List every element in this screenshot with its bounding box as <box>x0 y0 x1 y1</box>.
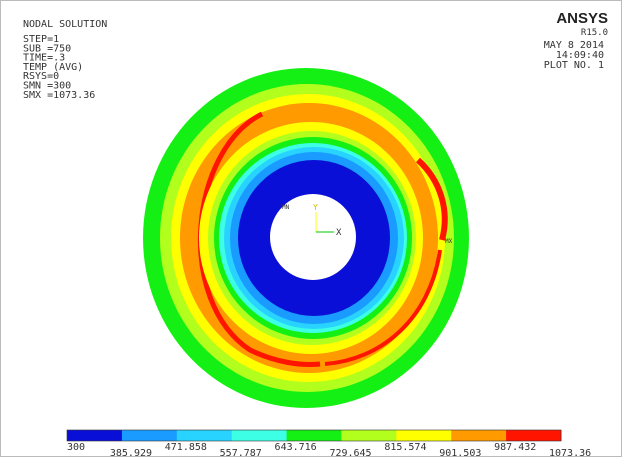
info-title: NODAL SOLUTION <box>23 19 107 30</box>
brand-name: ANSYS <box>556 10 608 27</box>
max-marker: MX <box>445 238 453 245</box>
min-marker: MN <box>282 204 290 211</box>
legend-label: 987.432 <box>494 442 536 453</box>
legend-border <box>66 429 562 442</box>
legend-swatch <box>231 430 288 441</box>
legend-label: 557.787 <box>220 448 262 457</box>
plot-number: PLOT NO. 1 <box>544 60 604 71</box>
hot-arc <box>324 249 442 366</box>
brand-version: R15.0 <box>581 28 608 38</box>
triad-x-label: X <box>336 228 342 238</box>
hot-arc <box>415 157 448 241</box>
info-line: TEMP (AVG) <box>23 62 83 73</box>
triad-y-label: Y <box>313 203 318 212</box>
legend-swatch <box>506 430 562 441</box>
legend-label: 300 <box>67 442 85 453</box>
contour <box>143 68 469 408</box>
legend-label: 471.858 <box>165 442 207 453</box>
date: MAY 8 2014 <box>544 40 604 51</box>
info-line: TIME=.3 <box>23 53 65 64</box>
legend-label: 1073.36 <box>549 448 591 457</box>
legend-swatch <box>67 430 123 441</box>
legend-label: 729.645 <box>329 448 371 457</box>
hole <box>270 194 356 280</box>
legend-swatch <box>396 430 452 441</box>
legend-swatch <box>121 430 178 441</box>
legend-label: 815.574 <box>384 442 426 453</box>
info-line: SMN =300 <box>23 81 71 92</box>
hot-arc <box>197 111 321 367</box>
legend-label: 643.716 <box>275 442 317 453</box>
time: 14:09:40 <box>556 50 604 61</box>
legend-label: 385.929 <box>110 448 152 457</box>
legend-swatch <box>341 430 397 441</box>
legend-swatch <box>451 430 507 441</box>
legend-swatch <box>176 430 233 441</box>
info-line: STEP=1 <box>23 34 59 45</box>
info-line: SMX =1073.36 <box>23 90 95 101</box>
legend-label: 901.503 <box>439 448 481 457</box>
info-line: SUB =750 <box>23 43 71 54</box>
info-line: RSYS=0 <box>23 71 59 82</box>
legend-swatch <box>286 430 342 441</box>
